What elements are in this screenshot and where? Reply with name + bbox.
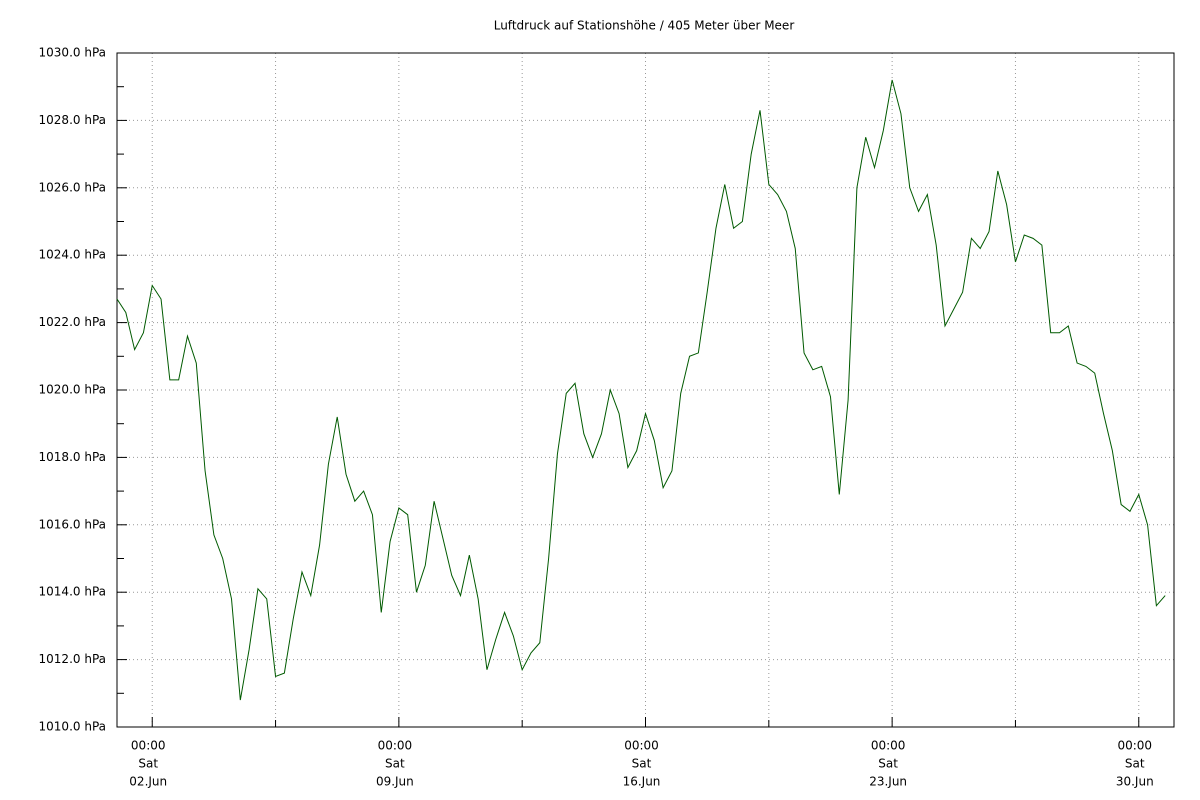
y-tick-label: 1018.0 hPa [39,450,106,464]
y-tick-label: 1026.0 hPa [39,180,106,194]
x-tick-label: 00:00 [871,739,906,753]
y-tick-label: 1010.0 hPa [39,720,106,734]
x-tick-label: 09.Jun [376,775,414,789]
y-tick-label: 1020.0 hPa [39,383,106,397]
x-tick-label: 23.Jun [869,775,907,789]
y-tick-label: 1014.0 hPa [39,585,106,599]
y-tick-label: 1016.0 hPa [39,517,106,531]
x-tick-label: Sat [878,757,898,771]
y-tick-label: 1022.0 hPa [39,315,106,329]
x-tick-label: 30.Jun [1116,775,1154,789]
y-tick-label: 1030.0 hPa [39,46,106,60]
x-tick-label: 02.Jun [129,775,167,789]
x-tick-label: 00:00 [1117,739,1152,753]
y-tick-label: 1024.0 hPa [39,248,106,262]
y-tick-label: 1028.0 hPa [39,113,106,127]
x-tick-label: 00:00 [378,739,413,753]
x-tick-label: 16.Jun [623,775,661,789]
x-tick-label: Sat [632,757,652,771]
plot-frame [116,52,1175,728]
x-tick-label: Sat [138,757,158,771]
x-tick-label: Sat [385,757,405,771]
x-tick-label: Sat [1125,757,1145,771]
y-tick-label: 1012.0 hPa [39,652,106,666]
chart-title: Luftdruck auf Stationshöhe / 405 Meter ü… [494,19,795,33]
x-tick-label: 00:00 [624,739,659,753]
x-tick-label: 00:00 [131,739,166,753]
pressure-line [116,79,1166,701]
